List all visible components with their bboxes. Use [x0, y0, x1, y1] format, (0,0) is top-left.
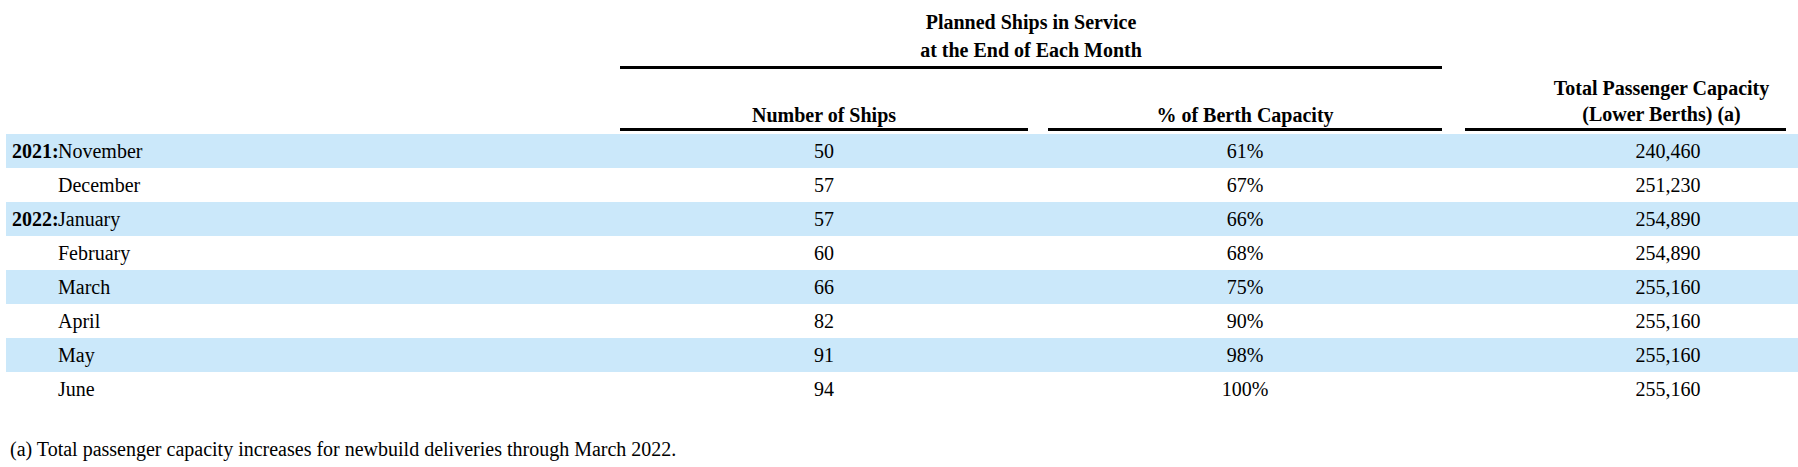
span-header-line2: at the End of Each Month: [620, 36, 1442, 64]
ships-value: 94: [620, 372, 1028, 406]
month-label: June: [58, 378, 95, 400]
month-cell: 2021:November: [6, 134, 620, 168]
month-label: March: [58, 276, 110, 298]
capacity-value: 254,890: [1465, 202, 1798, 236]
berth-value: 67%: [1048, 168, 1442, 202]
berth-value: 100%: [1048, 372, 1442, 406]
col-header-number-of-ships: Number of Ships: [620, 102, 1028, 131]
col-header-ships-label: Number of Ships: [620, 102, 1028, 128]
col-header-total-passenger-capacity: Total Passenger Capacity (Lower Berths) …: [1465, 75, 1786, 131]
month-label: November: [58, 140, 142, 162]
capacity-value: 255,160: [1465, 338, 1798, 372]
berth-value: 90%: [1048, 304, 1442, 338]
month-cell: December: [6, 168, 620, 202]
berth-value: 68%: [1048, 236, 1442, 270]
berth-value: 61%: [1048, 134, 1442, 168]
table-row: June 94 100% 255,160: [6, 372, 1798, 406]
table-row: February 60 68% 254,890: [6, 236, 1798, 270]
table-row: December 57 67% 251,230: [6, 168, 1798, 202]
month-label: May: [58, 344, 95, 366]
table-row: March 66 75% 255,160: [6, 270, 1798, 304]
month-cell: February: [6, 236, 620, 270]
ships-value: 50: [620, 134, 1028, 168]
col-header-capacity-line1: Total Passenger Capacity: [1537, 75, 1786, 101]
col-header-berth-label: % of Berth Capacity: [1048, 102, 1442, 128]
ships-value: 91: [620, 338, 1028, 372]
table-row: 2022:January 57 66% 254,890: [6, 202, 1798, 236]
month-label: February: [58, 242, 130, 264]
capacity-value: 251,230: [1465, 168, 1798, 202]
span-header-line1: Planned Ships in Service: [620, 8, 1442, 36]
month-cell: June: [6, 372, 620, 406]
capacity-value: 240,460: [1465, 134, 1798, 168]
table-row: April 82 90% 255,160: [6, 304, 1798, 338]
col-header-berth-capacity: % of Berth Capacity: [1048, 102, 1442, 131]
month-cell: May: [6, 338, 620, 372]
ships-value: 60: [620, 236, 1028, 270]
table-row: May 91 98% 255,160: [6, 338, 1798, 372]
document-page: Planned Ships in Service at the End of E…: [0, 0, 1798, 467]
month-label: April: [58, 310, 100, 332]
month-cell: 2022:January: [6, 202, 620, 236]
year-label: 2022:: [12, 202, 58, 236]
capacity-value: 255,160: [1465, 270, 1798, 304]
ships-value: 82: [620, 304, 1028, 338]
footnote: (a) Total passenger capacity increases f…: [10, 437, 676, 461]
berth-value: 75%: [1048, 270, 1442, 304]
month-cell: April: [6, 304, 620, 338]
month-label: January: [58, 208, 120, 230]
berth-value: 66%: [1048, 202, 1442, 236]
capacity-value: 254,890: [1465, 236, 1798, 270]
ships-value: 66: [620, 270, 1028, 304]
span-header-planned-ships: Planned Ships in Service at the End of E…: [620, 8, 1442, 69]
year-label: 2021:: [12, 134, 58, 168]
table-row: 2021:November 50 61% 240,460: [6, 134, 1798, 168]
berth-value: 98%: [1048, 338, 1442, 372]
ships-value: 57: [620, 202, 1028, 236]
col-header-capacity-line2: (Lower Berths) (a): [1537, 101, 1786, 127]
capacity-value: 255,160: [1465, 304, 1798, 338]
month-label: December: [58, 174, 140, 196]
month-cell: March: [6, 270, 620, 304]
table-body: 2021:November 50 61% 240,460 December 57…: [0, 134, 1798, 406]
capacity-value: 255,160: [1465, 372, 1798, 406]
ships-value: 57: [620, 168, 1028, 202]
